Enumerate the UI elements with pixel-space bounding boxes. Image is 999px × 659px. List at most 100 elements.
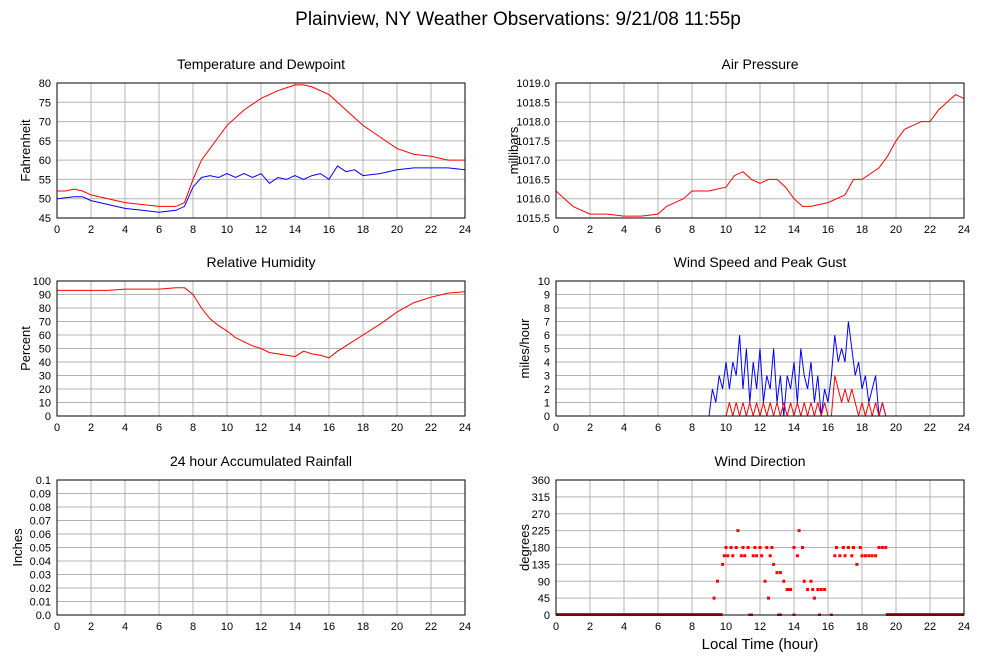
direction-point bbox=[775, 571, 779, 575]
humidity-ytick-label: 60 bbox=[39, 330, 51, 342]
rain-ytick-label: 0.0 bbox=[36, 610, 51, 622]
rain-xtick-label: 2 bbox=[88, 621, 94, 633]
direction-point bbox=[763, 579, 767, 583]
rain-ytick-label: 0.05 bbox=[30, 543, 51, 555]
pressure-xtick-label: 16 bbox=[822, 224, 834, 236]
pressure-xtick-label: 10 bbox=[720, 224, 732, 236]
temp-xtick-label: 8 bbox=[190, 224, 196, 236]
humidity-ytick-label: 0 bbox=[45, 411, 51, 423]
temp-ylabel: Fahrenheit bbox=[18, 119, 33, 182]
direction-point bbox=[811, 588, 815, 591]
wind-ytick-label: 9 bbox=[544, 290, 550, 302]
direction-point bbox=[858, 546, 862, 549]
direction-point bbox=[880, 546, 884, 549]
wind-series-group bbox=[556, 321, 964, 417]
wind-xtick-label: 16 bbox=[822, 422, 834, 434]
direction-point bbox=[724, 546, 728, 549]
temp-xtick-label: 4 bbox=[122, 224, 128, 236]
wind-ytick-label: 1 bbox=[544, 398, 550, 410]
direction-point bbox=[867, 554, 871, 558]
direction-ytick-label: 225 bbox=[532, 526, 550, 538]
direction-point bbox=[792, 546, 796, 549]
wind-xtick-label: 14 bbox=[788, 422, 800, 434]
wind-xtick-label: 18 bbox=[856, 422, 868, 434]
pressure-ylabel: millibars bbox=[506, 126, 521, 174]
rain-xtick-label: 16 bbox=[323, 621, 335, 633]
wind-ytick-label: 5 bbox=[544, 344, 550, 356]
direction-ytick-label: 270 bbox=[532, 509, 550, 521]
direction-point bbox=[736, 529, 740, 533]
pressure-xtick-label: 20 bbox=[890, 224, 902, 236]
direction-point bbox=[765, 546, 769, 549]
wind-series-line bbox=[556, 375, 964, 417]
rain-ytick-label: 0.09 bbox=[30, 489, 51, 501]
direction-xtick-label: 8 bbox=[689, 621, 695, 633]
direction-point bbox=[795, 554, 799, 558]
temp-ytick-label: 50 bbox=[39, 194, 51, 206]
pressure-ytick-label: 1016.0 bbox=[516, 194, 550, 206]
pressure-title: Air Pressure bbox=[721, 56, 798, 72]
rain-xtick-label: 18 bbox=[357, 621, 369, 633]
temp-xtick-label: 24 bbox=[459, 224, 471, 236]
direction-point bbox=[846, 546, 850, 549]
direction-point bbox=[729, 546, 733, 549]
direction-point bbox=[772, 562, 776, 566]
pressure-xtick-label: 0 bbox=[553, 224, 559, 236]
wind-frame bbox=[555, 280, 965, 417]
direction-ytick-label: 360 bbox=[532, 475, 550, 487]
direction-point bbox=[734, 546, 738, 549]
direction-point bbox=[731, 554, 735, 558]
direction-point bbox=[843, 554, 847, 558]
pressure-xtick-label: 2 bbox=[587, 224, 593, 236]
temp-series-line bbox=[57, 84, 465, 207]
rain-ytick-label: 0.03 bbox=[30, 570, 51, 582]
wind-xtick-label: 0 bbox=[553, 422, 559, 434]
rain-ytick-label: 0.02 bbox=[30, 583, 51, 595]
direction-point bbox=[884, 546, 888, 549]
humidity-frame bbox=[56, 280, 466, 417]
rain-xtick-label: 10 bbox=[221, 621, 233, 633]
direction-xtick-label: 14 bbox=[788, 621, 800, 633]
direction-xtick-label: 6 bbox=[655, 621, 661, 633]
direction-point bbox=[785, 588, 789, 591]
humidity-xtick-label: 22 bbox=[425, 422, 437, 434]
pressure-xtick-label: 6 bbox=[655, 224, 661, 236]
humidity-ytick-label: 80 bbox=[39, 303, 51, 315]
humidity-series-line bbox=[57, 287, 465, 359]
direction-point bbox=[726, 554, 730, 558]
direction-point bbox=[841, 546, 845, 549]
direction-point bbox=[819, 588, 823, 591]
humidity-ytick-label: 100 bbox=[33, 276, 51, 288]
humidity-ytick-label: 50 bbox=[39, 344, 51, 356]
wind-ytick-label: 4 bbox=[544, 357, 550, 369]
direction-point bbox=[802, 579, 806, 583]
rain-ytick-label: 0.04 bbox=[30, 556, 51, 568]
humidity-ytick-label: 30 bbox=[39, 371, 51, 383]
rain-xtick-label: 6 bbox=[156, 621, 162, 633]
direction-point bbox=[855, 562, 859, 566]
humidity-xtick-label: 8 bbox=[190, 422, 196, 434]
direction-point bbox=[789, 588, 793, 591]
direction-ylabel: degrees bbox=[517, 524, 532, 571]
humidity-xtick-label: 2 bbox=[88, 422, 94, 434]
direction-point bbox=[816, 588, 820, 591]
direction-xtick-label: 24 bbox=[958, 621, 970, 633]
temp-xtick-label: 20 bbox=[391, 224, 403, 236]
temp-xtick-label: 12 bbox=[255, 224, 267, 236]
temp-xtick-label: 2 bbox=[88, 224, 94, 236]
direction-point bbox=[797, 529, 801, 533]
direction-point bbox=[850, 554, 854, 558]
direction-xtick-label: 4 bbox=[621, 621, 627, 633]
temp-xtick-label: 16 bbox=[323, 224, 335, 236]
direction-point bbox=[721, 562, 725, 566]
wind-ytick-label: 3 bbox=[544, 371, 550, 383]
rain-xtick-label: 20 bbox=[391, 621, 403, 633]
wind-xtick-label: 12 bbox=[754, 422, 766, 434]
wind-xtick-label: 10 bbox=[720, 422, 732, 434]
